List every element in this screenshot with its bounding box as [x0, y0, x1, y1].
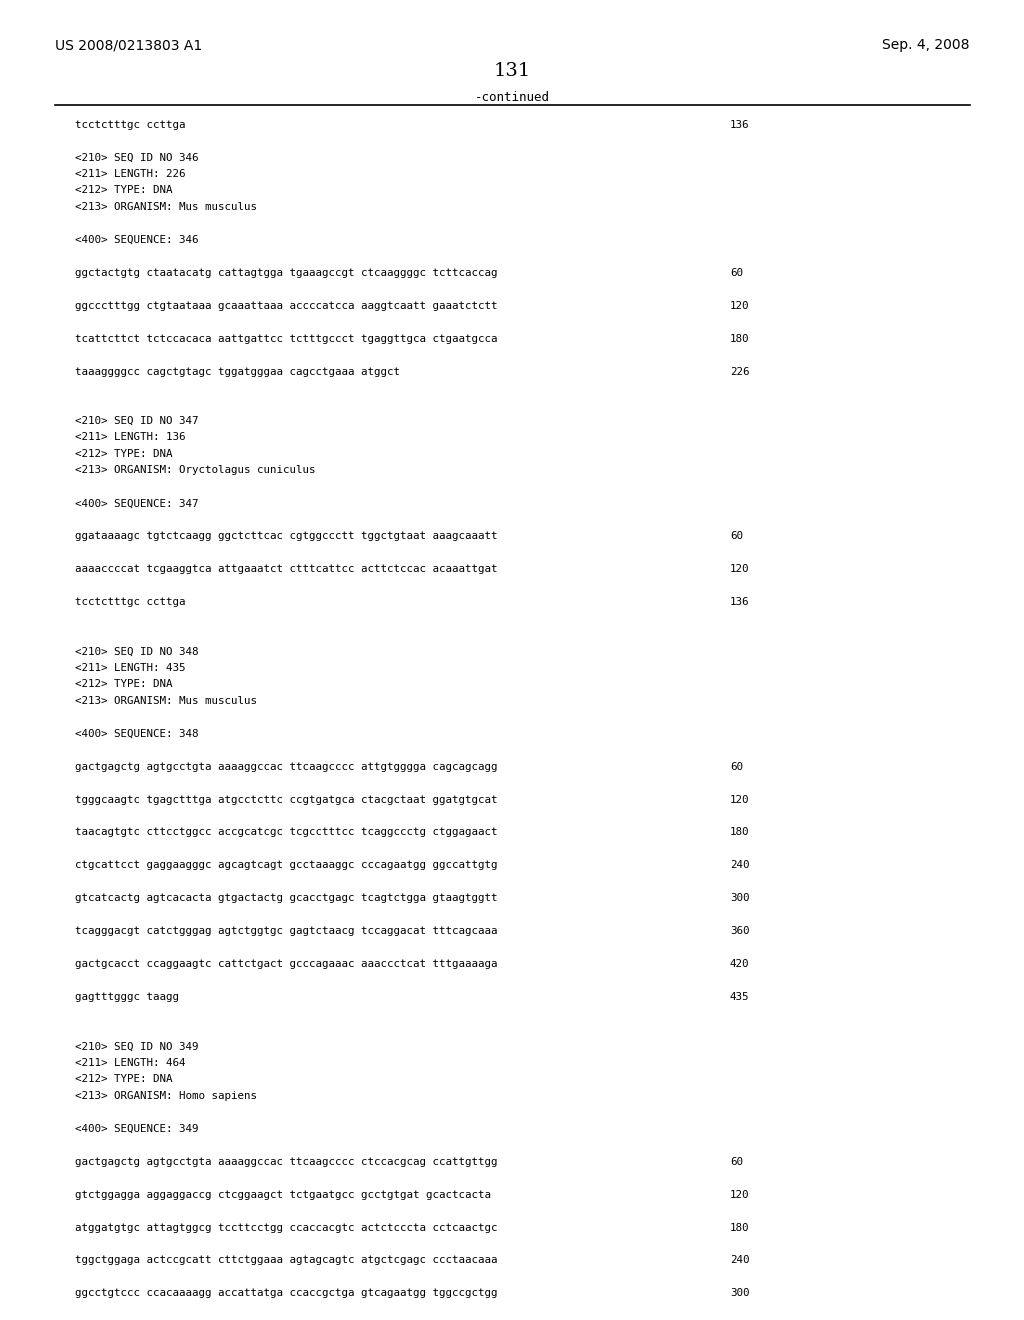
- Text: 120: 120: [730, 1189, 750, 1200]
- Text: US 2008/0213803 A1: US 2008/0213803 A1: [55, 38, 203, 53]
- Text: 136: 136: [730, 597, 750, 607]
- Text: <400> SEQUENCE: 346: <400> SEQUENCE: 346: [75, 235, 199, 246]
- Text: 180: 180: [730, 828, 750, 837]
- Text: 180: 180: [730, 1222, 750, 1233]
- Text: tgggcaagtc tgagctttga atgcctcttc ccgtgatgca ctacgctaat ggatgtgcat: tgggcaagtc tgagctttga atgcctcttc ccgtgat…: [75, 795, 498, 805]
- Text: 226: 226: [730, 367, 750, 376]
- Text: -continued: -continued: [474, 91, 550, 104]
- Text: 300: 300: [730, 1288, 750, 1299]
- Text: ggcctgtccc ccacaaaagg accattatga ccaccgctga gtcagaatgg tggccgctgg: ggcctgtccc ccacaaaagg accattatga ccaccgc…: [75, 1288, 498, 1299]
- Text: <213> ORGANISM: Homo sapiens: <213> ORGANISM: Homo sapiens: [75, 1090, 257, 1101]
- Text: 300: 300: [730, 894, 750, 903]
- Text: <210> SEQ ID NO 349: <210> SEQ ID NO 349: [75, 1041, 199, 1052]
- Text: 60: 60: [730, 1156, 743, 1167]
- Text: <212> TYPE: DNA: <212> TYPE: DNA: [75, 1074, 172, 1085]
- Text: ggataaaagc tgtctcaagg ggctcttcac cgtggccctt tggctgtaat aaagcaaatt: ggataaaagc tgtctcaagg ggctcttcac cgtggcc…: [75, 531, 498, 541]
- Text: gtctggagga aggaggaccg ctcggaagct tctgaatgcc gcctgtgat gcactcacta: gtctggagga aggaggaccg ctcggaagct tctgaat…: [75, 1189, 490, 1200]
- Text: gactgagctg agtgcctgta aaaaggccac ttcaagcccc ctccacgcag ccattgttgg: gactgagctg agtgcctgta aaaaggccac ttcaagc…: [75, 1156, 498, 1167]
- Text: <400> SEQUENCE: 347: <400> SEQUENCE: 347: [75, 498, 199, 508]
- Text: 136: 136: [730, 120, 750, 129]
- Text: 60: 60: [730, 268, 743, 277]
- Text: aaaaccccat tcgaaggtca attgaaatct ctttcattcc acttctccac acaaattgat: aaaaccccat tcgaaggtca attgaaatct ctttcat…: [75, 564, 498, 574]
- Text: <213> ORGANISM: Mus musculus: <213> ORGANISM: Mus musculus: [75, 202, 257, 213]
- Text: 120: 120: [730, 564, 750, 574]
- Text: tcctctttgc ccttga: tcctctttgc ccttga: [75, 120, 185, 129]
- Text: ctgcattcct gaggaagggc agcagtcagt gcctaaaggc cccagaatgg ggccattgtg: ctgcattcct gaggaagggc agcagtcagt gcctaaa…: [75, 861, 498, 870]
- Text: <211> LENGTH: 226: <211> LENGTH: 226: [75, 169, 185, 180]
- Text: gactgcacct ccaggaagtc cattctgact gcccagaaac aaaccctcat tttgaaaaga: gactgcacct ccaggaagtc cattctgact gcccaga…: [75, 960, 498, 969]
- Text: tcattcttct tctccacaca aattgattcc tctttgccct tgaggttgca ctgaatgcca: tcattcttct tctccacaca aattgattcc tctttgc…: [75, 334, 498, 343]
- Text: 360: 360: [730, 927, 750, 936]
- Text: <400> SEQUENCE: 348: <400> SEQUENCE: 348: [75, 729, 199, 739]
- Text: <210> SEQ ID NO 348: <210> SEQ ID NO 348: [75, 647, 199, 656]
- Text: 120: 120: [730, 301, 750, 310]
- Text: gactgagctg agtgcctgta aaaaggccac ttcaagcccc attgtgggga cagcagcagg: gactgagctg agtgcctgta aaaaggccac ttcaagc…: [75, 762, 498, 772]
- Text: ggccctttgg ctgtaataaa gcaaattaaa accccatcca aaggtcaatt gaaatctctt: ggccctttgg ctgtaataaa gcaaattaaa accccat…: [75, 301, 498, 310]
- Text: taacagtgtc cttcctggcc accgcatcgc tcgcctttcc tcaggccctg ctggagaact: taacagtgtc cttcctggcc accgcatcgc tcgcctt…: [75, 828, 498, 837]
- Text: tcagggacgt catctgggag agtctggtgc gagtctaacg tccaggacat tttcagcaaa: tcagggacgt catctgggag agtctggtgc gagtcta…: [75, 927, 498, 936]
- Text: 240: 240: [730, 1255, 750, 1266]
- Text: ggctactgtg ctaatacatg cattagtgga tgaaagccgt ctcaaggggc tcttcaccag: ggctactgtg ctaatacatg cattagtgga tgaaagc…: [75, 268, 498, 277]
- Text: 435: 435: [730, 993, 750, 1002]
- Text: <212> TYPE: DNA: <212> TYPE: DNA: [75, 449, 172, 459]
- Text: 120: 120: [730, 795, 750, 805]
- Text: 180: 180: [730, 334, 750, 343]
- Text: atggatgtgc attagtggcg tccttcctgg ccaccacgtc actctcccta cctcaactgc: atggatgtgc attagtggcg tccttcctgg ccaccac…: [75, 1222, 498, 1233]
- Text: 60: 60: [730, 531, 743, 541]
- Text: <213> ORGANISM: Oryctolagus cuniculus: <213> ORGANISM: Oryctolagus cuniculus: [75, 466, 315, 475]
- Text: 240: 240: [730, 861, 750, 870]
- Text: <210> SEQ ID NO 347: <210> SEQ ID NO 347: [75, 416, 199, 426]
- Text: taaaggggcc cagctgtagc tggatgggaa cagcctgaaa atggct: taaaggggcc cagctgtagc tggatgggaa cagcctg…: [75, 367, 400, 376]
- Text: <211> LENGTH: 136: <211> LENGTH: 136: [75, 433, 185, 442]
- Text: 420: 420: [730, 960, 750, 969]
- Text: Sep. 4, 2008: Sep. 4, 2008: [883, 38, 970, 53]
- Text: gagtttgggc taagg: gagtttgggc taagg: [75, 993, 179, 1002]
- Text: <212> TYPE: DNA: <212> TYPE: DNA: [75, 186, 172, 195]
- Text: <210> SEQ ID NO 346: <210> SEQ ID NO 346: [75, 153, 199, 162]
- Text: gtcatcactg agtcacacta gtgactactg gcacctgagc tcagtctgga gtaagtggtt: gtcatcactg agtcacacta gtgactactg gcacctg…: [75, 894, 498, 903]
- Text: <211> LENGTH: 464: <211> LENGTH: 464: [75, 1057, 185, 1068]
- Text: <213> ORGANISM: Mus musculus: <213> ORGANISM: Mus musculus: [75, 696, 257, 706]
- Text: 131: 131: [494, 62, 530, 81]
- Text: 60: 60: [730, 762, 743, 772]
- Text: tcctctttgc ccttga: tcctctttgc ccttga: [75, 597, 185, 607]
- Text: <400> SEQUENCE: 349: <400> SEQUENCE: 349: [75, 1123, 199, 1134]
- Text: <212> TYPE: DNA: <212> TYPE: DNA: [75, 680, 172, 689]
- Text: <211> LENGTH: 435: <211> LENGTH: 435: [75, 663, 185, 673]
- Text: tggctggaga actccgcatt cttctggaaa agtagcagtc atgctcgagc ccctaacaaa: tggctggaga actccgcatt cttctggaaa agtagca…: [75, 1255, 498, 1266]
